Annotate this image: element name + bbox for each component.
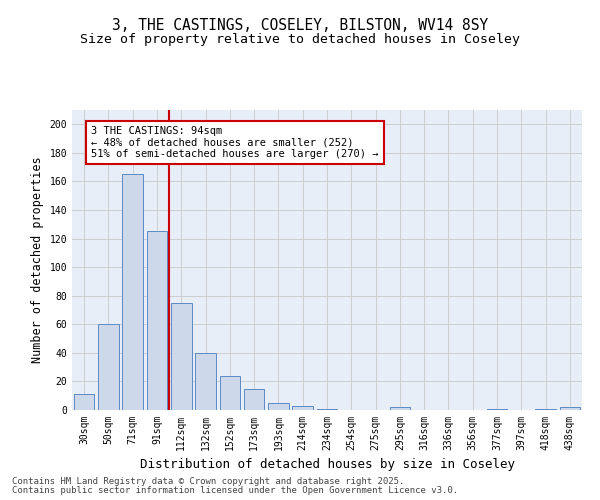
Bar bbox=[146, 232, 167, 410]
X-axis label: Distribution of detached houses by size in Coseley: Distribution of detached houses by size … bbox=[139, 458, 515, 471]
Bar bbox=[268, 403, 289, 410]
Text: Contains public sector information licensed under the Open Government Licence v3: Contains public sector information licen… bbox=[12, 486, 458, 495]
Bar bbox=[535, 408, 556, 410]
Bar bbox=[292, 406, 313, 410]
Bar bbox=[389, 407, 410, 410]
Text: 3, THE CASTINGS, COSELEY, BILSTON, WV14 8SY: 3, THE CASTINGS, COSELEY, BILSTON, WV14 … bbox=[112, 18, 488, 32]
Bar bbox=[74, 394, 94, 410]
Bar bbox=[195, 353, 216, 410]
Text: Size of property relative to detached houses in Coseley: Size of property relative to detached ho… bbox=[80, 34, 520, 46]
Bar bbox=[171, 303, 191, 410]
Bar bbox=[98, 324, 119, 410]
Bar bbox=[244, 388, 265, 410]
Bar bbox=[220, 376, 240, 410]
Text: 3 THE CASTINGS: 94sqm
← 48% of detached houses are smaller (252)
51% of semi-det: 3 THE CASTINGS: 94sqm ← 48% of detached … bbox=[91, 126, 379, 159]
Bar bbox=[122, 174, 143, 410]
Bar bbox=[560, 407, 580, 410]
Y-axis label: Number of detached properties: Number of detached properties bbox=[31, 156, 44, 364]
Text: Contains HM Land Registry data © Crown copyright and database right 2025.: Contains HM Land Registry data © Crown c… bbox=[12, 477, 404, 486]
Bar bbox=[317, 408, 337, 410]
Bar bbox=[487, 408, 508, 410]
